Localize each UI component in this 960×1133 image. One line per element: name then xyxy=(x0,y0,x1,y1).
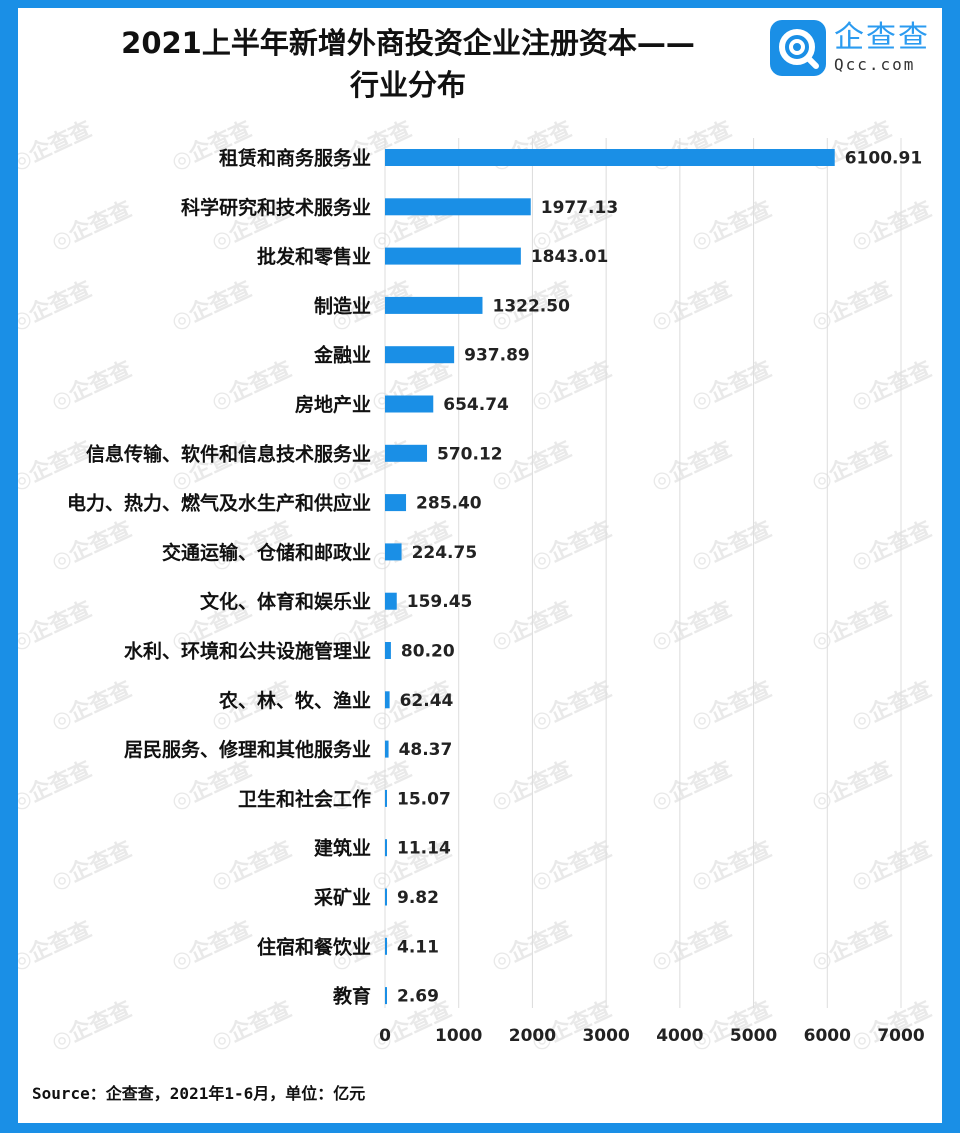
source-note: Source：企查查，2021年1-6月，单位：亿元 xyxy=(32,1084,366,1103)
value-label: 937.89 xyxy=(464,346,530,366)
value-label: 654.74 xyxy=(443,395,509,415)
value-label: 9.82 xyxy=(397,888,439,908)
x-tick-label: 3000 xyxy=(582,1026,629,1046)
bar xyxy=(385,987,387,1005)
x-tick-label: 5000 xyxy=(730,1026,777,1046)
bar xyxy=(385,198,531,216)
value-label: 570.12 xyxy=(437,444,503,464)
category-label: 文化、体育和娱乐业 xyxy=(200,590,371,613)
category-label: 房地产业 xyxy=(295,393,371,416)
category-label: 居民服务、修理和其他服务业 xyxy=(124,738,371,761)
bar xyxy=(385,789,387,807)
chart-title: 2021上半年新增外商投资企业注册资本—— 行业分布 xyxy=(58,22,758,106)
bar xyxy=(385,543,402,561)
chart-frame: ◎企查查 ◎企查查 ◎企查查 ◎企查查 ◎企查查 ◎企查查 ◎企查查 ◎企查查 ◎企查查 ◎企查查… xyxy=(18,8,942,1123)
x-tick-label: 4000 xyxy=(656,1026,703,1046)
category-label: 农、林、牧、渔业 xyxy=(218,689,371,712)
bar xyxy=(385,642,391,659)
value-label: 224.75 xyxy=(412,543,478,563)
x-tick-label: 0 xyxy=(379,1026,391,1046)
bar xyxy=(385,937,387,955)
qcc-logo-icon xyxy=(770,20,826,76)
x-tick-label: 6000 xyxy=(804,1026,851,1046)
value-label: 15.07 xyxy=(397,789,451,809)
bar xyxy=(385,296,483,314)
value-label: 1843.01 xyxy=(531,247,608,267)
value-label: 80.20 xyxy=(401,642,455,662)
bar-chart: 0 1000 2000 3000 4000 5000 6000 7000 租赁和商务服务业 610… xyxy=(67,138,925,1046)
brand-logo: 企查查 Qcc.com xyxy=(770,20,930,76)
value-label: 1977.13 xyxy=(541,198,618,218)
category-label: 卫生和社会工作 xyxy=(238,787,371,810)
category-label: 住宿和餐饮业 xyxy=(257,935,371,958)
x-tick-label: 2000 xyxy=(509,1026,556,1046)
bar xyxy=(385,691,390,709)
category-label: 金融业 xyxy=(313,344,371,367)
bar xyxy=(385,740,389,758)
category-label: 交通运输、仓储和邮政业 xyxy=(162,541,371,564)
category-label: 批发和零售业 xyxy=(257,245,371,268)
value-label: 62.44 xyxy=(400,691,454,711)
bar xyxy=(385,395,434,413)
value-label: 285.40 xyxy=(416,494,482,514)
bar xyxy=(385,592,397,610)
category-label: 科学研究和技术服务业 xyxy=(181,196,371,219)
category-label: 信息传输、软件和信息技术服务业 xyxy=(86,442,371,465)
category-label: 电力、热力、燃气及水生产和供应业 xyxy=(67,492,371,515)
category-label: 教育 xyxy=(333,985,371,1008)
value-label: 48.37 xyxy=(399,740,453,760)
bar xyxy=(385,839,387,857)
bar xyxy=(385,494,407,512)
bar xyxy=(385,346,455,364)
value-label: 11.14 xyxy=(397,839,451,859)
category-label: 租赁和商务服务业 xyxy=(219,147,371,170)
title-line-2: 行业分布 xyxy=(349,68,466,102)
value-label: 2.69 xyxy=(397,987,439,1007)
bar xyxy=(385,247,521,265)
value-label: 159.45 xyxy=(407,592,473,612)
bar xyxy=(385,149,835,166)
bar xyxy=(385,444,428,462)
x-tick-label: 7000 xyxy=(877,1026,924,1046)
value-label: 6100.91 xyxy=(845,149,922,169)
bar xyxy=(385,888,387,906)
x-tick-label: 1000 xyxy=(435,1026,482,1046)
title-line-1: 2021上半年新增外商投资企业注册资本—— xyxy=(121,26,695,60)
value-label: 1322.50 xyxy=(492,296,570,316)
logo-name-en: Qcc.com xyxy=(834,55,916,74)
category-label: 制造业 xyxy=(314,294,371,317)
category-label: 水利、环境和公共设施管理业 xyxy=(124,640,371,663)
logo-name-cn: 企查查 xyxy=(834,20,930,55)
category-label: 建筑业 xyxy=(314,837,371,860)
category-label: 采矿业 xyxy=(314,886,371,909)
value-label: 4.11 xyxy=(397,937,439,957)
